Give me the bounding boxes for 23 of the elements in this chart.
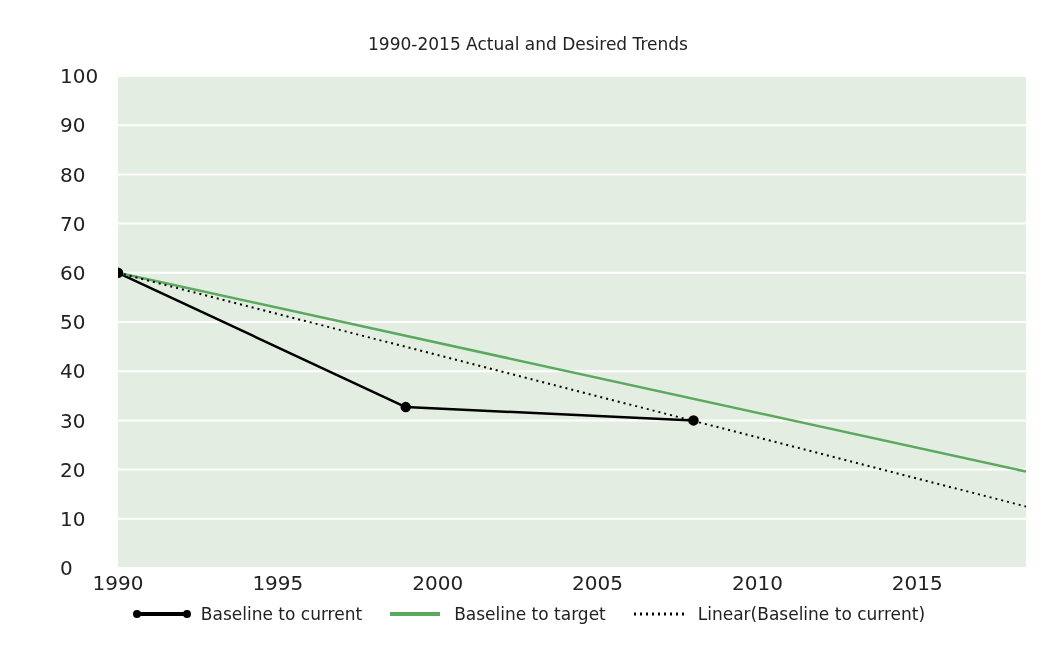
x-tick-label: 1990 (92, 571, 144, 596)
y-tick-label: 50 (60, 310, 86, 335)
y-tick-label: 100 (60, 64, 99, 89)
x-tick-label: 2010 (731, 571, 783, 596)
x-tick-label: 1995 (252, 571, 304, 596)
y-tick-label: 20 (60, 457, 86, 482)
legend-label: Linear(Baseline to current) (697, 604, 926, 624)
y-tick-label: 10 (60, 506, 86, 531)
point (688, 415, 699, 426)
x-tick-label: 2015 (891, 571, 943, 596)
x-tick-label: 2000 (412, 571, 464, 596)
y-tick-label: 30 (60, 408, 86, 433)
legend-label: Baseline to target (454, 604, 606, 624)
y-tick-label: 60 (60, 260, 86, 285)
y-tick-label: 40 (60, 359, 86, 384)
y-tick-label: 0 (60, 556, 73, 581)
y-tick-label: 70 (60, 211, 86, 236)
x-tick-label: 2005 (572, 571, 624, 596)
chart-title: 1990-2015 Actual and Desired Trends (367, 34, 689, 54)
y-tick-label: 80 (60, 162, 86, 187)
legend-label: Baseline to current (200, 604, 363, 624)
y-tick-label: 90 (60, 113, 86, 138)
point (400, 401, 411, 413)
